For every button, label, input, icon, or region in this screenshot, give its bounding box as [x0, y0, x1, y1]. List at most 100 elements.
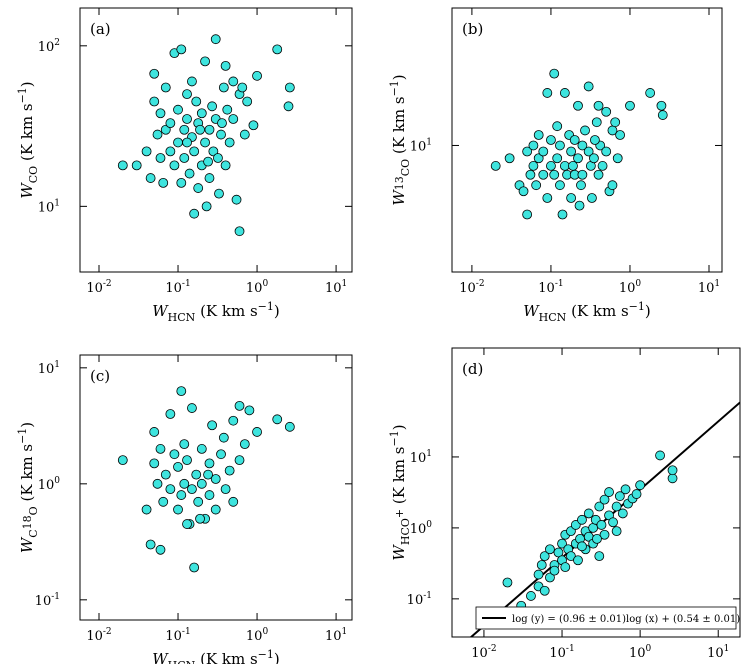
- point: [542, 88, 553, 98]
- tick-exp: -1: [423, 591, 432, 601]
- point: [152, 129, 163, 140]
- point: [200, 137, 210, 148]
- point: [187, 484, 197, 495]
- point: [252, 427, 262, 437]
- x-tick-label: 10-2: [86, 279, 111, 296]
- point: [222, 104, 233, 115]
- point: [566, 146, 577, 157]
- point: [239, 129, 250, 140]
- point: [592, 533, 602, 544]
- point: [160, 124, 171, 135]
- y-tick-label: 102: [38, 38, 60, 55]
- x-tick-label: 100: [246, 627, 269, 644]
- point: [545, 544, 555, 555]
- point: [283, 101, 294, 112]
- point: [179, 153, 190, 163]
- tick-exp: -2: [476, 279, 485, 289]
- point: [284, 421, 295, 432]
- point: [545, 572, 555, 583]
- panel-label: (a): [90, 20, 111, 38]
- point: [625, 100, 635, 111]
- point: [220, 60, 231, 71]
- point: [587, 193, 597, 203]
- tick-base: 10: [246, 281, 263, 296]
- point: [252, 70, 262, 81]
- tick-base: 10: [165, 281, 182, 296]
- point: [594, 551, 605, 562]
- point: [552, 121, 563, 132]
- point: [214, 188, 224, 199]
- point: [560, 562, 571, 573]
- point: [173, 104, 183, 115]
- tick-exp: 1: [54, 198, 60, 208]
- tick-exp: 1: [724, 644, 730, 654]
- point: [210, 504, 221, 515]
- point: [667, 473, 678, 484]
- tick-exp: 1: [341, 279, 347, 289]
- point: [207, 101, 218, 112]
- point: [604, 487, 614, 497]
- point: [656, 100, 667, 111]
- label-part: W: [390, 189, 408, 206]
- point: [583, 146, 594, 157]
- y-tick-label: 100: [410, 520, 433, 537]
- point: [149, 427, 160, 437]
- point: [141, 504, 152, 515]
- tick-exp: 0: [54, 476, 60, 486]
- point: [539, 551, 550, 562]
- x-tick-label: 10-1: [549, 644, 574, 661]
- point: [228, 76, 239, 87]
- point: [234, 400, 245, 411]
- point: [528, 140, 539, 151]
- tick-exp: -2: [488, 644, 497, 654]
- point: [203, 156, 213, 167]
- tick-exp: 0: [635, 279, 641, 289]
- point: [577, 514, 587, 525]
- tick-exp: 0: [426, 520, 432, 530]
- point: [149, 96, 160, 107]
- point: [617, 508, 628, 519]
- point: [601, 146, 612, 157]
- point: [239, 439, 250, 450]
- y-axis-label: WC18O (K km s−1): [16, 422, 40, 553]
- tick-exp: -1: [555, 279, 564, 289]
- point: [191, 96, 202, 107]
- x-tick-label: 10-1: [165, 279, 190, 296]
- point: [195, 124, 205, 135]
- label-part: CO: [399, 159, 412, 176]
- point: [533, 569, 544, 580]
- point: [566, 193, 577, 203]
- point: [568, 161, 578, 171]
- x-axis-label: WHCN (K km s−1): [152, 300, 280, 324]
- label-part: −1: [16, 428, 29, 444]
- point: [218, 432, 229, 443]
- y-tick-label: 10-1: [35, 592, 60, 609]
- point: [502, 577, 513, 588]
- point: [583, 508, 594, 519]
- point: [182, 519, 192, 529]
- points: [490, 68, 668, 220]
- point: [224, 137, 235, 148]
- label-part: ): [18, 422, 36, 428]
- label-part: ): [274, 650, 280, 664]
- point: [228, 114, 239, 124]
- x-axis-label: WHCN (K km s−1): [523, 300, 651, 324]
- label-part: W: [152, 302, 169, 320]
- label-part: CO: [27, 166, 40, 183]
- label-part: (K km s: [195, 302, 257, 320]
- point: [593, 100, 604, 111]
- tick-base: 10: [698, 281, 715, 296]
- point: [208, 146, 219, 157]
- tick-exp: 1: [341, 627, 347, 637]
- tick-exp: -2: [103, 279, 112, 289]
- point: [228, 415, 239, 426]
- point: [149, 68, 160, 79]
- point: [525, 169, 536, 180]
- point: [610, 117, 621, 128]
- point: [231, 194, 242, 205]
- point: [196, 108, 207, 119]
- point: [155, 444, 166, 454]
- tick-base: 10: [165, 629, 182, 644]
- point: [182, 455, 192, 466]
- point: [210, 34, 221, 45]
